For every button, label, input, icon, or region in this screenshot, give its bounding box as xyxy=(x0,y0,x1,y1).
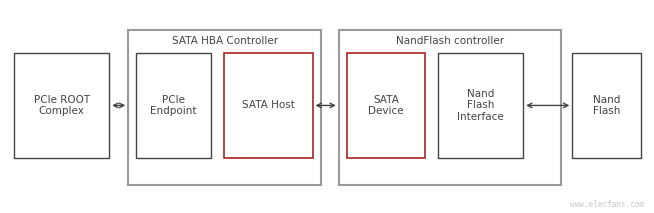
FancyBboxPatch shape xyxy=(572,53,641,158)
Text: PCIe ROOT
Complex: PCIe ROOT Complex xyxy=(34,95,90,116)
Text: SATA Host: SATA Host xyxy=(242,101,295,110)
Text: PCIe
Endpoint: PCIe Endpoint xyxy=(150,95,197,116)
FancyBboxPatch shape xyxy=(339,30,561,185)
Text: Nand
Flash
Interface: Nand Flash Interface xyxy=(457,89,504,122)
FancyBboxPatch shape xyxy=(438,53,523,158)
FancyBboxPatch shape xyxy=(14,53,109,158)
Text: SATA HBA Controller: SATA HBA Controller xyxy=(171,36,278,46)
Text: NandFlash controller: NandFlash controller xyxy=(396,36,504,46)
FancyBboxPatch shape xyxy=(347,53,425,158)
Text: Nand
Flash: Nand Flash xyxy=(593,95,620,116)
FancyBboxPatch shape xyxy=(128,30,321,185)
Text: www.elecfans.com: www.elecfans.com xyxy=(570,200,644,209)
FancyBboxPatch shape xyxy=(136,53,211,158)
Text: SATA
Device: SATA Device xyxy=(368,95,404,116)
FancyBboxPatch shape xyxy=(224,53,313,158)
